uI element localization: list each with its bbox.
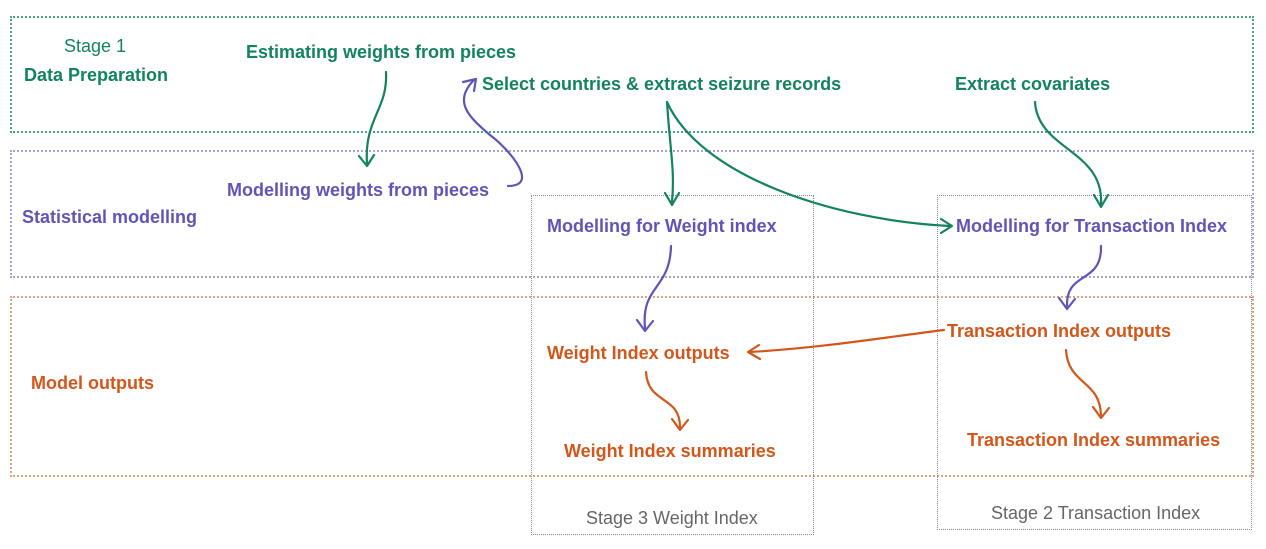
- arrow-select-to-trans-model: [665, 100, 952, 228]
- arrowhead-trans-outputs-to-weight-outputs: [746, 343, 762, 361]
- weight-index-summaries-node: Weight Index summaries: [564, 441, 776, 461]
- data-preparation-band: [10, 16, 1254, 133]
- arrow-trans-outputs-to-weight-outputs: [748, 328, 946, 354]
- arrow-weight-model-to-outputs: [643, 244, 673, 330]
- arrowhead-weight-outputs-to-summaries: [670, 417, 690, 432]
- modelling-weights-from-pieces-node: Modelling weights from pieces: [227, 180, 490, 200]
- statistical-modelling-label: Statistical modelling: [22, 207, 198, 227]
- extract-covariates-node: Extract covariates: [955, 74, 1111, 94]
- select-countries-node: Select countries & extract seizure recor…: [482, 74, 842, 94]
- model-outputs-band: [10, 296, 1254, 477]
- arrowhead-modelling-pieces-to-select: [461, 77, 478, 93]
- arrow-select-to-weight-model: [665, 100, 675, 204]
- arrowhead-trans-model-to-outputs: [1057, 296, 1077, 311]
- arrowhead-trans-outputs-to-summaries: [1091, 405, 1111, 420]
- arrowhead-select-to-weight-model: [663, 191, 681, 207]
- arrow-trans-model-to-outputs: [1065, 244, 1103, 308]
- arrowhead-select-to-trans-model: [939, 217, 954, 235]
- model-outputs-label: Model outputs: [31, 373, 154, 393]
- stage-3-weight-index-caption: Stage 3 Weight Index: [586, 508, 758, 528]
- modelling-transaction-index-node: Modelling for Transaction Index: [956, 216, 1228, 236]
- stage-1-label: Stage 1: [64, 36, 127, 56]
- arrow-modelling-pieces-to-select: [462, 78, 523, 188]
- modelling-weight-index-node: Modelling for Weight index: [547, 216, 777, 236]
- arrow-trans-outputs-to-summaries: [1064, 348, 1103, 417]
- arrow-weight-outputs-to-summaries: [644, 370, 682, 429]
- arrow-estimating-to-modelling-pieces: [365, 70, 388, 166]
- stage-2-transaction-index-caption: Stage 2 Transaction Index: [991, 503, 1201, 523]
- transaction-index-outputs-node: Transaction Index outputs: [947, 321, 1172, 341]
- arrowhead-weight-model-to-outputs: [635, 318, 655, 333]
- statistical-modelling-band: [10, 150, 1254, 278]
- data-preparation-label: Data Preparation: [24, 65, 169, 85]
- arrowhead-covariates-to-trans-model: [1092, 193, 1110, 209]
- arrowhead-estimating-to-modelling-pieces: [357, 153, 376, 168]
- weight-index-outputs-node: Weight Index outputs: [547, 343, 730, 363]
- estimating-weights-node: Estimating weights from pieces: [246, 42, 517, 62]
- transaction-index-summaries-node: Transaction Index summaries: [967, 430, 1221, 450]
- arrow-covariates-to-trans-model: [1033, 100, 1103, 206]
